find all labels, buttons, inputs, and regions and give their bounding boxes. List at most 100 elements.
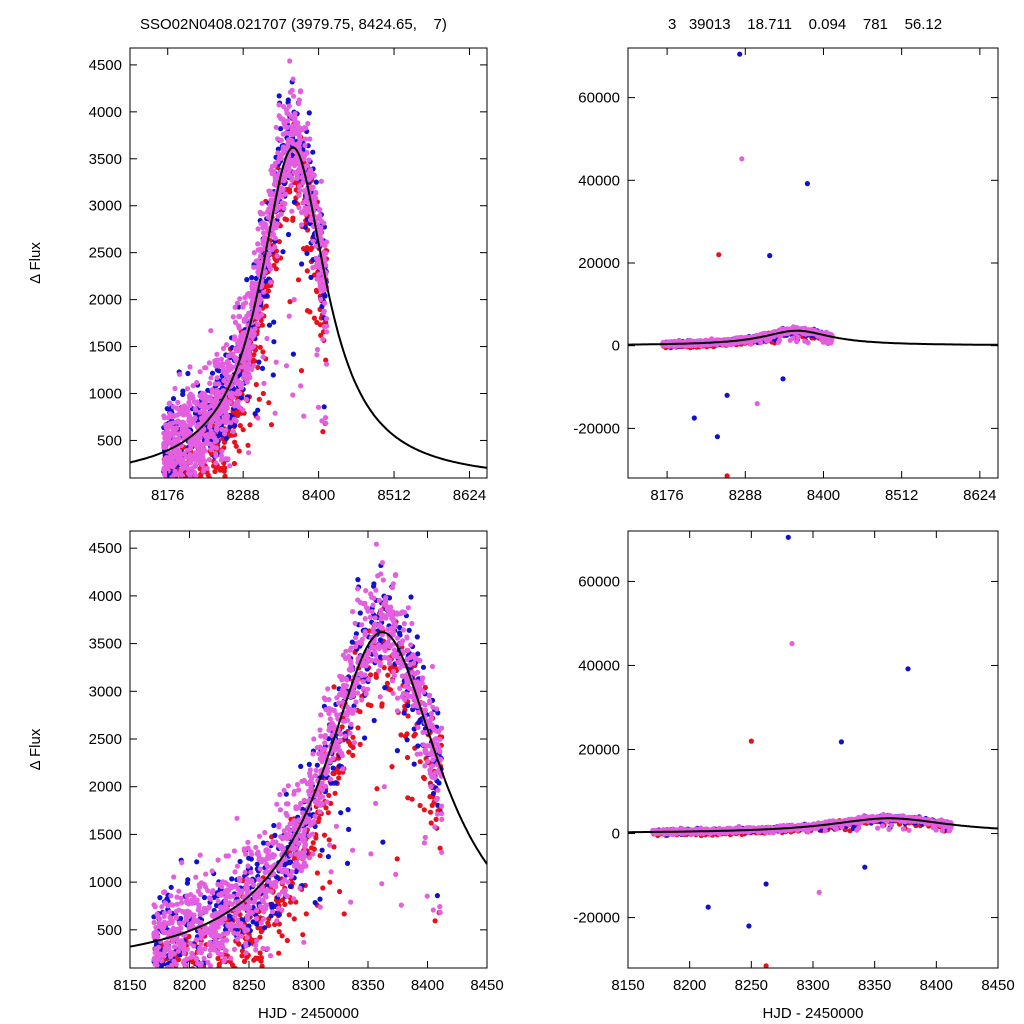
data-point <box>182 461 188 467</box>
data-point <box>196 512 201 517</box>
data-point <box>166 479 171 484</box>
left-header-title: SSO02N0408.021707 (3979.75, 8424.65, 7) <box>140 16 447 33</box>
data-point <box>345 738 351 745</box>
data-point <box>280 897 286 903</box>
data-point <box>433 816 439 823</box>
data-point <box>292 130 298 136</box>
data-point <box>321 255 327 261</box>
data-point <box>163 481 168 486</box>
y-tick-label: 3500 <box>89 151 122 168</box>
data-point <box>296 133 302 139</box>
data-point <box>178 477 181 478</box>
data-point <box>260 390 266 397</box>
data-point <box>194 401 200 407</box>
data-point <box>214 351 220 357</box>
data-point <box>231 460 237 467</box>
x-tick-label: 8288 <box>226 487 259 504</box>
data-point <box>405 713 411 719</box>
data-point <box>245 442 251 448</box>
data-point <box>276 929 282 935</box>
data-point <box>222 398 228 404</box>
data-point <box>237 313 243 319</box>
data-point <box>320 249 326 255</box>
data-point <box>202 1003 207 1008</box>
data-point <box>214 375 220 381</box>
data-point <box>198 1020 203 1024</box>
data-point <box>173 454 179 460</box>
data-point <box>192 462 198 468</box>
data-point <box>332 790 338 796</box>
data-point <box>159 972 164 977</box>
data-point <box>245 366 251 373</box>
data-point <box>250 297 256 303</box>
data-point <box>398 732 404 738</box>
data-point <box>296 205 302 211</box>
data-point <box>776 337 783 343</box>
data-point <box>251 352 257 358</box>
data-point <box>201 406 208 412</box>
plot-frame <box>129 47 488 479</box>
data-point <box>233 443 239 449</box>
data-point <box>282 191 288 197</box>
data-point <box>303 911 309 917</box>
data-point <box>255 321 261 327</box>
data-point <box>323 415 329 421</box>
data-point <box>291 117 297 123</box>
y-tick-label: 1500 <box>89 339 122 356</box>
data-point <box>290 392 296 398</box>
data-point <box>224 405 230 411</box>
data-point <box>210 504 215 509</box>
data-point <box>237 390 243 396</box>
data-point <box>255 415 261 421</box>
data-point <box>253 381 259 388</box>
data-point <box>165 415 171 421</box>
data-point <box>237 423 243 429</box>
data-point <box>280 131 286 137</box>
data-point <box>235 403 241 409</box>
data-point <box>286 172 292 178</box>
data-point <box>168 481 173 486</box>
data-point <box>234 300 240 306</box>
data-point <box>298 168 304 175</box>
y-tick-label: 0 <box>612 338 620 355</box>
data-point <box>394 856 400 862</box>
data-point <box>290 76 296 82</box>
data-point <box>167 455 173 461</box>
data-point <box>257 934 263 940</box>
data-point <box>152 983 157 988</box>
data-point <box>181 403 188 409</box>
data-point <box>240 407 246 413</box>
data-point <box>184 994 189 999</box>
data-point <box>270 372 276 378</box>
data-point <box>164 434 170 440</box>
data-point <box>206 457 212 463</box>
data-point <box>279 116 285 122</box>
data-point <box>257 260 263 266</box>
data-point <box>202 365 208 371</box>
data-point <box>291 199 297 205</box>
data-point <box>319 418 325 424</box>
data-point <box>323 357 329 363</box>
data-point <box>164 427 170 433</box>
data-point <box>198 970 203 975</box>
outlier-point <box>739 156 745 162</box>
data-point <box>256 265 262 271</box>
data-point <box>795 334 801 340</box>
data-point <box>204 508 209 513</box>
data-point <box>271 339 277 345</box>
data-point <box>314 346 320 353</box>
data-point <box>244 291 251 297</box>
data-point <box>355 725 361 731</box>
data-point <box>240 427 246 433</box>
data-point <box>299 222 305 228</box>
data-point <box>222 980 227 985</box>
data-point <box>208 375 214 381</box>
data-point <box>314 260 320 266</box>
data-point <box>748 341 754 347</box>
x-tick-label: 8400 <box>302 487 335 504</box>
data-point <box>249 275 255 281</box>
data-point <box>164 978 169 983</box>
data-point <box>310 265 316 271</box>
data-point <box>250 293 256 299</box>
data-point <box>180 388 186 394</box>
